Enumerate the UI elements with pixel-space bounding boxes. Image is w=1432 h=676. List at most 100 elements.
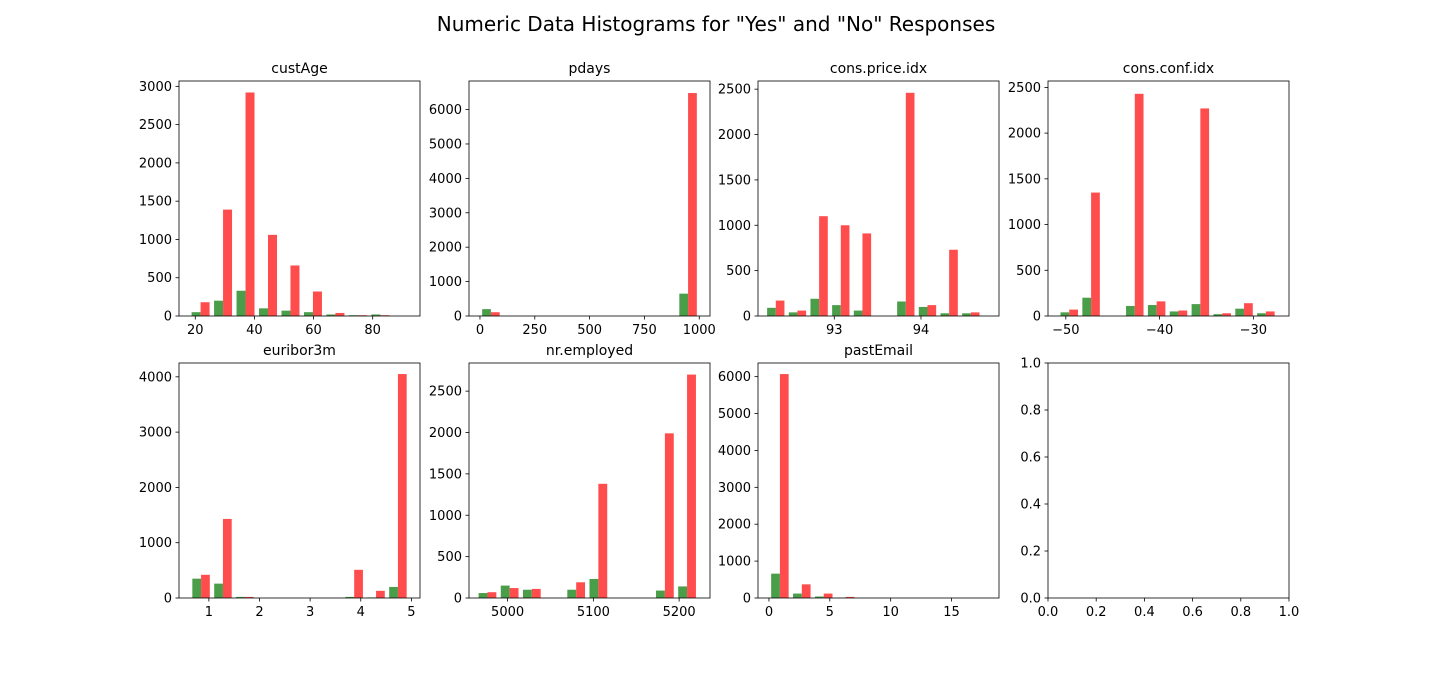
x-tick-label: 5000 <box>491 605 524 620</box>
y-tick-label: 500 <box>147 271 172 286</box>
subplot-title: nr.employed <box>546 343 633 359</box>
yes-bar <box>523 590 532 598</box>
y-tick-label: 5000 <box>429 137 462 152</box>
yes-bar <box>854 311 863 316</box>
x-tick-label: 10 <box>882 605 899 620</box>
no-bar <box>223 210 232 316</box>
y-tick-label: 0 <box>743 592 751 607</box>
no-bar <box>598 484 607 598</box>
y-tick-label: 1500 <box>718 173 751 188</box>
y-tick-label: 500 <box>726 264 751 279</box>
y-tick-label: 1000 <box>718 219 751 234</box>
yes-bar <box>1082 298 1091 316</box>
no-bar <box>268 235 277 316</box>
no-bar <box>354 570 363 598</box>
x-tick-label: 0.4 <box>1134 605 1155 620</box>
no-bar <box>797 311 806 316</box>
no-bar <box>398 374 407 598</box>
no-bar <box>313 292 322 317</box>
y-tick-label: 3000 <box>139 80 172 95</box>
yes-bar <box>656 591 665 598</box>
x-tick-label: 5100 <box>577 605 610 620</box>
y-tick-label: 2000 <box>429 241 462 256</box>
x-tick-label: 80 <box>364 323 381 338</box>
yes-bar <box>897 301 906 316</box>
yes-bar <box>1192 304 1201 316</box>
no-bar <box>246 92 255 316</box>
yes-bar <box>237 291 246 316</box>
y-tick-label: 1000 <box>718 555 751 570</box>
no-bar <box>576 582 585 598</box>
x-tick-label: 15 <box>943 605 960 620</box>
y-tick-label: 0.2 <box>1020 545 1041 560</box>
subplot-cons.conf.idx: −50−40−3005001000150020002500cons.conf.i… <box>1008 61 1289 338</box>
subplot-title: cons.price.idx <box>830 61 927 77</box>
x-tick-label: 0 <box>476 323 484 338</box>
yes-bar <box>679 294 688 316</box>
x-tick-label: 94 <box>913 323 930 338</box>
yes-bar <box>810 299 819 316</box>
figure-title: Numeric Data Histograms for "Yes" and "N… <box>437 12 996 36</box>
axes-frame <box>179 81 420 316</box>
y-tick-label: 0 <box>454 592 462 607</box>
yes-bar <box>940 313 949 316</box>
no-bar <box>824 594 833 598</box>
y-tick-label: 0.6 <box>1020 451 1041 466</box>
y-tick-label: 1.0 <box>1020 357 1041 372</box>
y-tick-label: 0 <box>164 310 172 325</box>
yes-bar <box>789 312 798 316</box>
no-bar <box>1091 193 1100 316</box>
x-tick-label: 0 <box>765 605 773 620</box>
y-tick-label: 2000 <box>1008 127 1041 142</box>
no-bar <box>802 584 811 598</box>
y-tick-label: 2500 <box>1008 81 1041 96</box>
no-bar <box>201 575 210 598</box>
yes-bar <box>192 579 201 598</box>
axes-frame <box>179 363 420 598</box>
x-tick-label: 3 <box>306 605 314 620</box>
yes-bar <box>479 593 488 598</box>
yes-bar <box>1126 306 1135 316</box>
yes-bar <box>919 307 928 316</box>
y-tick-label: 1000 <box>139 233 172 248</box>
no-bar <box>1244 303 1253 316</box>
y-tick-label: 2000 <box>139 156 172 171</box>
yes-bar <box>567 590 576 598</box>
no-bar <box>1069 310 1078 316</box>
x-tick-label: 2 <box>255 605 263 620</box>
x-tick-label: 500 <box>577 323 602 338</box>
yes-bar <box>501 586 510 598</box>
no-bar <box>223 519 232 598</box>
x-tick-label: 0.6 <box>1182 605 1203 620</box>
subplot-title: custAge <box>271 61 327 77</box>
no-bar <box>687 375 696 598</box>
y-tick-label: 1000 <box>429 509 462 524</box>
yes-bar <box>389 587 398 598</box>
x-tick-label: 250 <box>522 323 547 338</box>
yes-bar <box>589 579 598 598</box>
x-tick-label: 5200 <box>663 605 696 620</box>
axes-frame <box>469 81 710 316</box>
y-tick-label: 0.4 <box>1020 498 1041 513</box>
no-bar <box>335 313 344 316</box>
no-bar <box>491 312 500 316</box>
yes-bar <box>793 594 802 598</box>
y-tick-label: 1000 <box>1008 218 1041 233</box>
y-tick-label: 2500 <box>139 118 172 133</box>
no-bar <box>1135 94 1144 316</box>
yes-bar <box>1257 313 1266 316</box>
x-tick-label: 5 <box>407 605 415 620</box>
yes-bar <box>1061 312 1070 316</box>
axes-frame <box>758 81 999 316</box>
y-tick-label: 4000 <box>139 370 172 385</box>
x-tick-label: 4 <box>357 605 365 620</box>
x-tick-label: 750 <box>632 323 657 338</box>
x-tick-label: 0.8 <box>1230 605 1251 620</box>
yes-bar <box>482 309 491 316</box>
